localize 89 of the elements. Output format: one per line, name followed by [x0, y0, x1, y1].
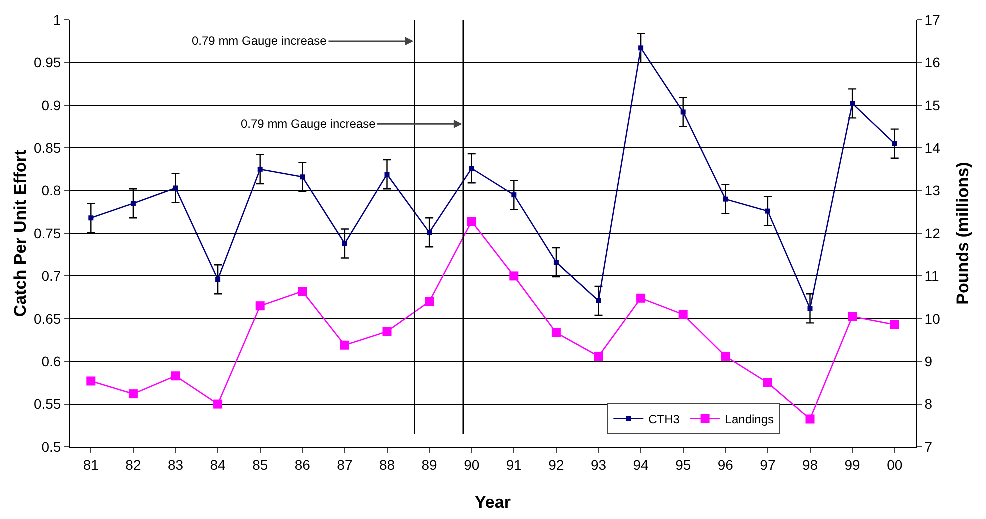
y-tick-label: 1: [53, 12, 62, 28]
y2-tick-label: 8: [924, 396, 933, 412]
y-tick-label: 0.8: [42, 182, 62, 199]
point: [890, 320, 900, 330]
point: [216, 277, 221, 282]
point: [86, 376, 96, 386]
point: [636, 294, 646, 303]
y2-tick-label: 10: [924, 310, 941, 327]
point: [765, 208, 770, 214]
point: [680, 110, 686, 115]
point: [300, 174, 306, 180]
y-tick-label: 0.75: [34, 225, 62, 242]
x-tick-label: 87: [337, 456, 353, 473]
point: [850, 101, 856, 106]
point: [340, 340, 350, 350]
y-tick-label: 0.95: [34, 54, 62, 71]
x-tick-label: 88: [379, 456, 396, 473]
x-axis-title: Year: [475, 493, 512, 512]
y-tick-label: 0.55: [34, 396, 62, 412]
point: [88, 216, 94, 221]
legend-label: CTH3: [648, 412, 680, 426]
point: [638, 46, 644, 51]
point: [763, 378, 772, 388]
point: [256, 302, 265, 311]
x-tick-label: 97: [760, 456, 776, 473]
y-tick-label: 0.5: [42, 438, 62, 455]
point: [510, 272, 519, 281]
point: [427, 230, 432, 236]
y-tick-label: 0.9: [42, 97, 62, 114]
point: [342, 241, 348, 246]
point: [469, 166, 474, 172]
x-tick-label: 82: [126, 456, 142, 473]
x-tick-label: 00: [887, 456, 903, 473]
annotation: 0.79 mm Gauge increase: [192, 34, 328, 48]
point: [128, 390, 138, 399]
y-tick-label: 0.6: [42, 354, 62, 370]
legend-label: Landings: [725, 412, 774, 426]
x-tick-label: 94: [633, 456, 650, 473]
x-tick-label: 89: [422, 456, 438, 473]
y2-tick-label: 14: [924, 140, 941, 156]
x-tick-label: 93: [590, 456, 607, 473]
point: [214, 400, 223, 409]
point: [384, 172, 390, 178]
point: [594, 352, 604, 361]
x-tick-label: 83: [168, 456, 184, 473]
point: [552, 328, 561, 338]
point: [596, 298, 602, 304]
y-tick-label: 0.85: [34, 140, 62, 156]
point: [382, 327, 392, 336]
point: [512, 192, 517, 198]
point: [130, 201, 136, 206]
x-tick-label: 84: [210, 456, 226, 473]
point: [173, 186, 178, 191]
y2-tick-label: 7: [924, 438, 933, 455]
point: [258, 166, 263, 172]
point: [425, 297, 434, 306]
x-tick-label: 96: [718, 456, 734, 473]
point: [723, 196, 728, 202]
x-tick-label: 90: [464, 456, 480, 473]
y-axis-title: Catch Per Unit Effort: [11, 150, 30, 318]
point: [721, 352, 730, 361]
point: [678, 310, 688, 320]
point: [554, 260, 559, 266]
y2-tick-label: 15: [924, 97, 941, 114]
x-tick-label: 86: [294, 456, 311, 473]
y2-tick-label: 16: [924, 54, 941, 71]
y2-tick-label: 12: [924, 225, 941, 242]
point: [808, 306, 813, 312]
point: [298, 287, 308, 296]
x-tick-label: 92: [548, 456, 564, 473]
x-tick-label: 91: [506, 456, 522, 473]
y2-tick-label: 17: [924, 12, 941, 28]
x-tick-label: 98: [802, 456, 818, 473]
point: [848, 312, 858, 322]
y-tick-label: 0.7: [42, 268, 62, 284]
y2-tick-label: 11: [924, 268, 940, 284]
y2-axis-title: Pounds (millions): [954, 162, 972, 305]
annotation: 0.79 mm Gauge increase: [241, 117, 376, 131]
x-tick-label: 95: [676, 456, 692, 473]
point: [467, 217, 476, 226]
point: [892, 141, 898, 146]
y2-tick-label: 13: [924, 182, 941, 199]
y-tick-label: 0.65: [34, 310, 62, 327]
y2-tick-label: 9: [924, 354, 933, 370]
x-tick-label: 99: [844, 456, 861, 473]
x-tick-label: 81: [83, 456, 100, 473]
point: [806, 414, 815, 424]
point: [171, 372, 180, 381]
x-tick-label: 85: [252, 456, 268, 473]
